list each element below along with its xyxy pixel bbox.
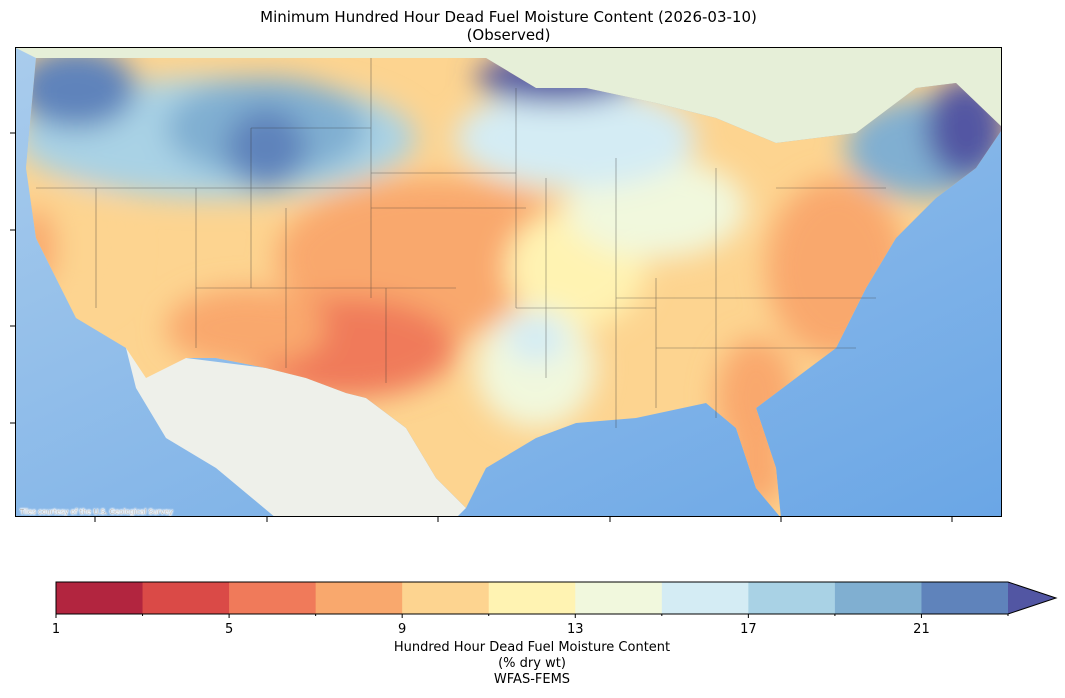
colorbar-extend-arrow	[1008, 582, 1056, 614]
state-boundaries	[36, 58, 886, 428]
chart-subtitle: (Observed)	[466, 26, 551, 44]
colorbar-label: Hundred Hour Dead Fuel Moisture Content …	[332, 640, 732, 688]
colorbar-tick-label: 13	[566, 622, 584, 637]
canada-land	[16, 48, 1001, 143]
chart-title: Minimum Hundred Hour Dead Fuel Moisture …	[260, 8, 757, 26]
colorbar-bin	[661, 582, 749, 614]
colorbar-tick-label: 21	[913, 622, 930, 637]
colorbar-bin	[315, 582, 403, 614]
colorbar-label-line1: Hundred Hour Dead Fuel Moisture Content	[393, 640, 671, 655]
mexico-land	[126, 348, 466, 516]
colorbar-bin	[56, 582, 144, 614]
fuel-moisture-map: Tiles courtesy of the U.S. Geological Su…	[15, 47, 1002, 517]
colorbar-label-line2: (% dry wt)	[498, 656, 566, 671]
colorbar-bin	[402, 582, 490, 614]
colorbar-bin	[748, 582, 836, 614]
colorbar	[55, 581, 1058, 618]
colorbar-bin	[488, 582, 576, 614]
colorbar-bin	[921, 582, 1009, 614]
colorbar-tick-label: 5	[224, 622, 234, 637]
map-attribution: Tiles courtesy of the U.S. Geological Su…	[19, 508, 173, 516]
colorbar-bin	[142, 582, 230, 614]
colorbar-outline	[55, 581, 1058, 615]
colorbar-bin	[834, 582, 922, 614]
colorbar-tick-label: 17	[740, 622, 757, 637]
colorbar-tick-label: 1	[51, 622, 61, 637]
colorbar-tick-label: 9	[398, 622, 407, 637]
colorbar-label-line3: WFAS-FEMS	[493, 672, 571, 687]
map-svg: Tiles courtesy of the U.S. Geological Su…	[16, 48, 1001, 516]
colorbar-bin	[229, 582, 317, 614]
colorbar-bin	[575, 582, 663, 614]
